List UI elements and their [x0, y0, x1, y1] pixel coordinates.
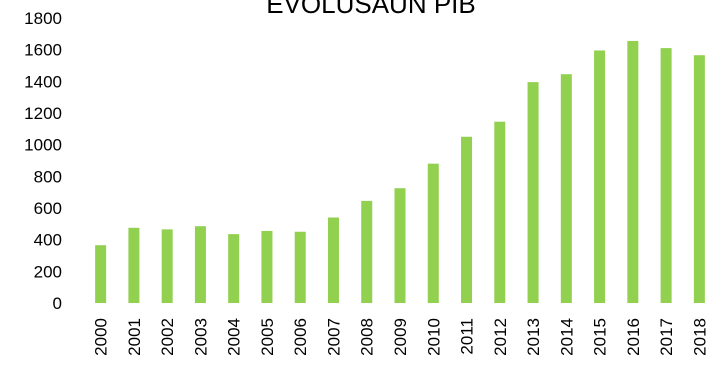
bar [494, 122, 505, 303]
bar [395, 188, 406, 303]
bar [528, 82, 539, 303]
bar [328, 218, 339, 304]
x-tick-label: 2011 [458, 318, 477, 355]
x-tick-label: 2015 [591, 318, 610, 356]
x-tick-label: 2006 [291, 318, 310, 356]
chart-title: EVOLUSAUN PIB [266, 0, 476, 19]
y-tick-label: 800 [34, 167, 62, 186]
y-tick-label: 600 [34, 199, 62, 218]
bar [594, 50, 605, 303]
bar [428, 164, 439, 303]
x-tick-label: 2001 [125, 318, 144, 356]
bar [661, 48, 672, 303]
x-tick-label: 2003 [191, 318, 210, 356]
bar [627, 41, 638, 303]
x-tick-label: 2005 [258, 318, 277, 356]
x-tick-label: 2013 [524, 318, 543, 356]
bar [295, 232, 306, 303]
bar [195, 226, 206, 303]
x-tick-label: 2009 [391, 318, 410, 356]
bar [162, 229, 173, 303]
bar [361, 201, 372, 303]
bar [128, 228, 139, 303]
y-tick-label: 1200 [24, 104, 62, 123]
bar [461, 137, 472, 303]
bar [261, 231, 272, 303]
y-axis: 0 200 400 600 800 1000 1200 1400 1600 1800 [24, 9, 62, 313]
x-tick-label: 2014 [557, 318, 576, 356]
x-tick-label: 2017 [657, 318, 676, 356]
y-tick-label: 1400 [24, 72, 62, 91]
bar [694, 55, 705, 303]
x-tick-label: 2012 [491, 318, 510, 356]
bars [95, 41, 705, 303]
y-tick-label: 200 [34, 262, 62, 281]
x-tick-label: 2004 [225, 318, 244, 356]
y-tick-label: 1800 [24, 9, 62, 28]
x-tick-label: 2008 [358, 318, 377, 356]
x-tick-label: 2000 [92, 318, 111, 356]
bar [561, 74, 572, 303]
y-tick-label: 400 [34, 231, 62, 250]
y-tick-label: 0 [53, 294, 62, 313]
bar [228, 234, 239, 303]
x-axis: 2000 2001 2002 2003 2004 2005 2006 2007 2008 2009… [92, 318, 710, 356]
y-tick-label: 1600 [24, 41, 62, 60]
x-tick-label: 2016 [624, 318, 643, 356]
y-tick-label: 1000 [24, 136, 62, 155]
x-tick-label: 2002 [158, 318, 177, 356]
x-tick-label: 2007 [324, 318, 343, 356]
x-tick-label: 2010 [424, 318, 443, 356]
x-tick-label: 2018 [690, 318, 709, 356]
bar [95, 245, 106, 303]
